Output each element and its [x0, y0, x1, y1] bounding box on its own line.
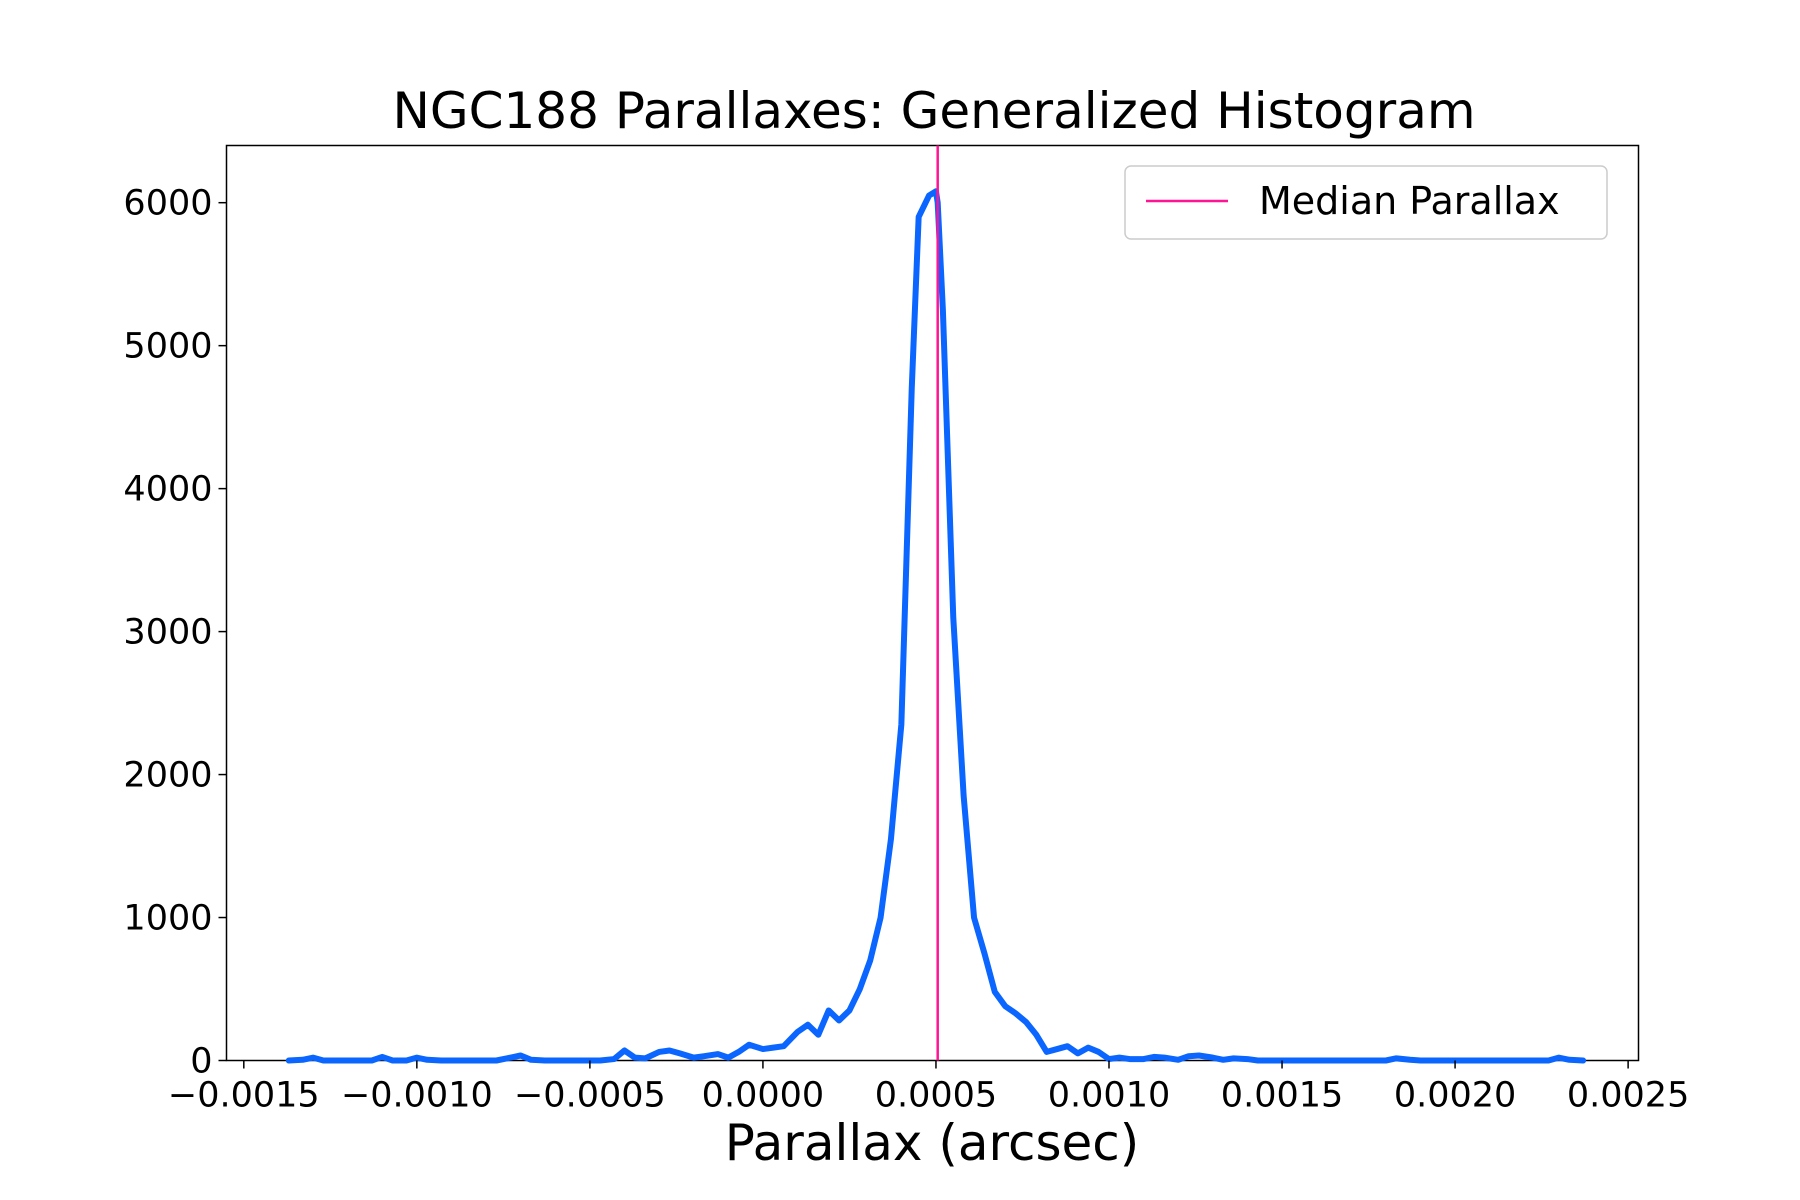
x-axis-ticks: −0.0015 −0.0010 −0.0005 0.0000 0.0005 0.0010 0… [168, 1060, 1689, 1116]
y-tick-label: 0 [190, 1042, 212, 1082]
x-tick-label: 0.0025 [1567, 1076, 1689, 1116]
x-tick-label: −0.0005 [514, 1076, 666, 1116]
x-tick-label: 0.0020 [1394, 1076, 1516, 1116]
plot-area [225, 144, 1640, 1064]
x-tick-label: 0.0015 [1221, 1076, 1343, 1116]
legend: Median Parallax [1124, 165, 1608, 240]
x-tick-label: 0.0010 [1048, 1076, 1170, 1116]
data-layer [285, 188, 1587, 1064]
legend-box [1124, 165, 1608, 240]
y-tick-label: 1000 [123, 899, 212, 939]
legend-label-median-parallax: Median Parallax [1259, 179, 1560, 223]
x-axis-label: Parallax (arcsec) [725, 1114, 1140, 1172]
y-tick-label: 2000 [123, 756, 212, 796]
histogram-series-line [285, 188, 1587, 1064]
y-tick-label: 4000 [123, 470, 212, 510]
plot-frame [225, 144, 1640, 1062]
x-tick-label: −0.0010 [341, 1076, 493, 1116]
y-tick-label: 5000 [123, 327, 212, 367]
x-tick-label: 0.0000 [702, 1076, 824, 1116]
y-tick-label: 3000 [123, 613, 212, 653]
y-tick-label: 6000 [123, 184, 212, 224]
chart-title: NGC188 Parallaxes: Generalized Histogram [392, 82, 1475, 140]
y-axis-ticks: 0 1000 2000 3000 4000 5000 6000 [123, 184, 227, 1082]
x-tick-label: 0.0005 [875, 1076, 997, 1116]
x-tick-label: −0.0015 [168, 1076, 320, 1116]
